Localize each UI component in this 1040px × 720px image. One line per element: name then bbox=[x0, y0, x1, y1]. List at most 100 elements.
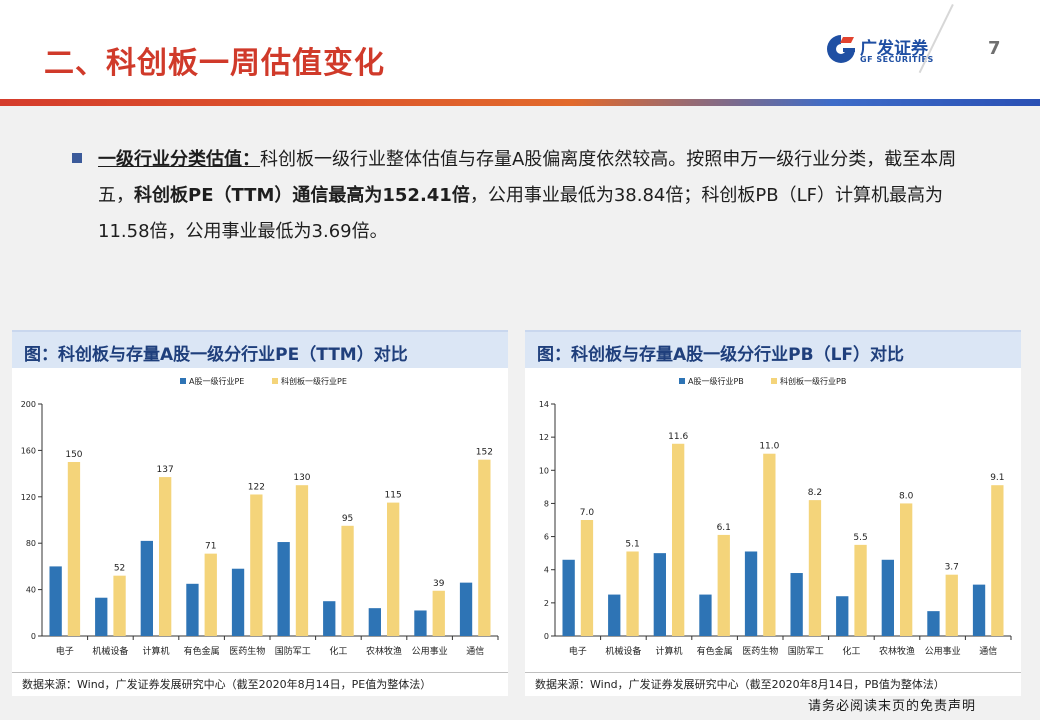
y-tick-label: 160 bbox=[21, 446, 36, 455]
bullet-bold-1: 科创板PE（TTM）通信最高为152.41倍 bbox=[134, 185, 470, 206]
logo-en-text: GF SECURITIES bbox=[860, 55, 934, 64]
bar bbox=[653, 553, 666, 636]
bar bbox=[717, 534, 730, 636]
data-label: 11.0 bbox=[759, 442, 779, 452]
bar bbox=[231, 568, 245, 636]
data-label: 6.1 bbox=[717, 523, 731, 533]
legend-swatch bbox=[771, 378, 777, 384]
pb-chart-panel: 图：科创板与存量A股一级分行业PB（LF）对比 0 2 4 6 8 10 12 14 A股一级行… bbox=[525, 330, 1021, 696]
y-tick-label: 14 bbox=[539, 400, 549, 409]
bar bbox=[744, 551, 758, 636]
y-tick-label: 200 bbox=[21, 400, 36, 409]
legend-label: A股一级行业PE bbox=[189, 376, 244, 386]
bar bbox=[341, 525, 354, 636]
pb-chart-title-bar: 图：科创板与存量A股一级分行业PB（LF）对比 bbox=[525, 330, 1021, 368]
bar bbox=[67, 462, 81, 636]
bullet-square-icon bbox=[72, 153, 82, 163]
data-label: 7.0 bbox=[580, 508, 595, 518]
data-label: 8.2 bbox=[808, 488, 822, 498]
category-label: 农林牧渔 bbox=[366, 645, 402, 657]
disclaimer: 请务必阅读末页的免责声明 bbox=[808, 699, 977, 714]
company-logo: 广发证券 GF SECURITIES bbox=[824, 32, 944, 68]
category-label: 机械设备 bbox=[605, 645, 641, 657]
source-divider bbox=[12, 672, 508, 673]
bar bbox=[159, 477, 172, 636]
bar bbox=[900, 503, 913, 636]
bar bbox=[808, 500, 822, 636]
y-tick-label: 0 bbox=[31, 632, 36, 641]
data-label: 115 bbox=[385, 491, 402, 501]
data-label: 52 bbox=[114, 564, 125, 574]
bar bbox=[672, 443, 685, 636]
pb-bar-chart: 0 2 4 6 8 10 12 14 A股一级行业PB 科创板一级行业PB 7.0 电子 5.1 机械设备… bbox=[539, 376, 1012, 657]
data-label: 5.1 bbox=[625, 539, 639, 549]
bar bbox=[945, 574, 958, 636]
bar bbox=[295, 485, 309, 636]
bar bbox=[113, 575, 126, 636]
category-label: 计算机 bbox=[142, 645, 169, 657]
y-tick-label: 12 bbox=[539, 433, 549, 442]
y-tick-label: 0 bbox=[544, 632, 549, 641]
category-label: 国防军工 bbox=[275, 645, 311, 657]
page-title: 二、科创板一周估值变化 bbox=[44, 46, 385, 81]
data-label: 95 bbox=[342, 514, 353, 524]
bar bbox=[49, 566, 62, 636]
legend-label: A股一级行业PB bbox=[688, 376, 744, 386]
bar bbox=[626, 551, 639, 636]
bar bbox=[836, 596, 849, 636]
y-tick-label: 10 bbox=[539, 466, 549, 475]
bar bbox=[277, 542, 290, 636]
bar bbox=[140, 540, 153, 636]
category-label: 化工 bbox=[329, 645, 347, 657]
bullet-text-1: 科创板一级行业整体估值与存量A股偏离度依然较高。按照申万一级行业分类，截至本周五… bbox=[98, 149, 957, 206]
category-label: 医药生物 bbox=[742, 645, 778, 657]
y-tick-label: 120 bbox=[21, 493, 36, 502]
category-label: 医药生物 bbox=[229, 645, 265, 657]
bar bbox=[204, 553, 217, 636]
legend-swatch bbox=[272, 378, 278, 384]
bar bbox=[478, 459, 491, 636]
logo-cn-text: 广发证券 bbox=[860, 39, 928, 59]
bar bbox=[991, 485, 1004, 636]
data-label: 11.6 bbox=[668, 432, 688, 442]
data-label: 122 bbox=[248, 482, 265, 492]
bar bbox=[186, 583, 199, 636]
bar bbox=[323, 601, 336, 636]
bar bbox=[387, 502, 400, 636]
legend-swatch bbox=[679, 378, 685, 384]
page-number: 7 bbox=[988, 38, 1001, 59]
category-label: 国防军工 bbox=[788, 645, 824, 657]
data-label: 8.0 bbox=[899, 491, 914, 501]
bar bbox=[699, 594, 712, 636]
data-label: 150 bbox=[65, 450, 82, 460]
data-label: 3.7 bbox=[945, 563, 959, 573]
bar bbox=[432, 590, 445, 636]
category-label: 电子 bbox=[56, 645, 74, 657]
gf-logo-icon bbox=[827, 35, 855, 63]
bullet-text-2: ，公用事业最低为38.84倍；科创板PB（LF）计算机最高为11.58倍，公用事… bbox=[98, 185, 943, 242]
bar bbox=[763, 453, 776, 636]
category-label: 农林牧渔 bbox=[879, 645, 915, 657]
bar bbox=[250, 494, 263, 636]
pe-chart-panel: 图：科创板与存量A股一级分行业PE（TTM）对比 0 40 80 120 160 200 A… bbox=[12, 330, 508, 696]
bar bbox=[790, 573, 803, 636]
category-label: 通信 bbox=[979, 645, 997, 657]
pe-chart-title-bar: 图：科创板与存量A股一级分行业PE（TTM）对比 bbox=[12, 330, 508, 368]
data-label: 152 bbox=[476, 448, 493, 458]
header: 二、科创板一周估值变化 广发证券 GF SECURITIES 7 bbox=[0, 0, 1040, 100]
category-label: 有色金属 bbox=[184, 645, 220, 657]
category-label: 公用事业 bbox=[925, 645, 961, 657]
bar bbox=[972, 584, 986, 636]
y-tick-label: 2 bbox=[544, 599, 549, 608]
bullet-keyword: 一级行业分类估值： bbox=[98, 149, 260, 170]
category-label: 有色金属 bbox=[697, 645, 733, 657]
bar bbox=[927, 611, 940, 636]
source-divider bbox=[525, 672, 1021, 673]
y-tick-label: 6 bbox=[544, 533, 549, 542]
data-label: 5.5 bbox=[853, 533, 867, 543]
pe-bar-chart: 0 40 80 120 160 200 A股一级行业PE 科创板一级行业PE 150 电子 52 机械… bbox=[21, 376, 499, 657]
legend-label: 科创板一级行业PB bbox=[780, 376, 846, 386]
bar bbox=[580, 520, 594, 636]
legend-label: 科创板一级行业PE bbox=[281, 376, 347, 386]
legend-swatch bbox=[180, 378, 186, 384]
